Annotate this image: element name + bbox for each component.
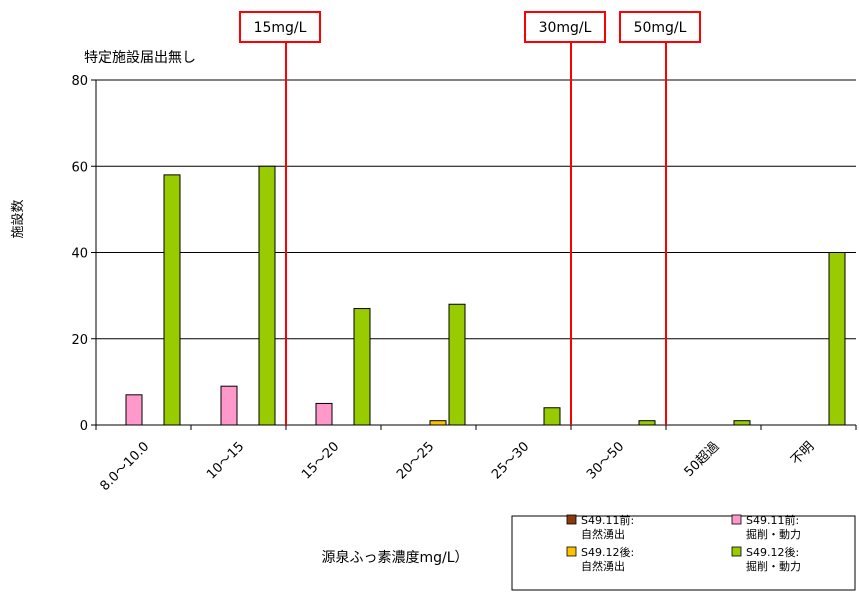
- y-axis-label: 施設数: [10, 199, 26, 238]
- reference-lines: 15mg/L 30mg/L 50mg/L: [239, 11, 701, 425]
- x-tick-label: 30～50: [584, 439, 627, 482]
- reference-label: 15mg/L: [254, 20, 307, 36]
- legend-swatch: [566, 546, 577, 557]
- bar: [258, 165, 276, 426]
- y-tick-label: 20: [71, 333, 88, 348]
- bar: [315, 402, 333, 426]
- x-tick-labels: 8.0～10.0 10～15 15～20 20～25 25～30 30～50 50超過 不明: [97, 439, 817, 494]
- x-tick-label: 20～25: [394, 439, 437, 482]
- legend-label-line1: S49.12後:: [581, 545, 634, 559]
- bar: [125, 394, 143, 426]
- legend-swatch: [566, 514, 577, 525]
- legend-label-line2: 自然湧出: [581, 527, 625, 541]
- x-tick-label: 25～30: [489, 439, 532, 482]
- legend-item: S49.12後:掘削・動力: [731, 545, 801, 573]
- bar: [448, 303, 466, 426]
- annotation-text: 特定施設届出無し: [84, 50, 196, 66]
- y-tick-label: 80: [71, 74, 88, 89]
- legend-item: S49.12後:自然湧出: [566, 545, 634, 573]
- x-axis-label: 源泉ふっ素濃度mg/L）: [321, 549, 468, 566]
- bar: [220, 385, 238, 426]
- bar: [828, 252, 846, 426]
- legend-label-line2: 自然湧出: [581, 559, 625, 573]
- reference-label: 50mg/L: [634, 20, 687, 36]
- bar: [733, 420, 751, 426]
- legend: S49.11前:自然湧出S49.11前:掘削・動力S49.12後:自然湧出S49…: [511, 513, 856, 591]
- bar: [429, 420, 447, 426]
- x-tick-label: 8.0～10.0: [97, 439, 152, 494]
- legend-label-line1: S49.11前:: [581, 513, 634, 527]
- reference-label-box: [524, 11, 606, 43]
- bar: [163, 174, 181, 426]
- bars: [125, 165, 846, 426]
- bar: [543, 407, 561, 426]
- legend-items: S49.11前:自然湧出S49.11前:掘削・動力S49.12後:自然湧出S49…: [566, 513, 801, 573]
- bar: [353, 308, 371, 426]
- reference-label-box: [619, 11, 701, 43]
- x-tick-label: 15～20: [299, 439, 342, 482]
- reference-line: 30mg/L: [524, 11, 606, 425]
- reference-label: 30mg/L: [539, 20, 592, 36]
- legend-label-line2: 掘削・動力: [746, 559, 801, 573]
- legend-box: [511, 515, 856, 591]
- x-tick-label: 不明: [788, 439, 817, 468]
- legend-item: S49.11前:掘削・動力: [731, 513, 801, 541]
- reference-label-box: [239, 11, 321, 43]
- reference-line: 50mg/L: [619, 11, 701, 425]
- legend-swatch: [731, 546, 742, 557]
- y-tick-label: 60: [71, 160, 88, 175]
- legend-label-line1: S49.11前:: [746, 513, 799, 527]
- reference-line: 15mg/L: [239, 11, 321, 425]
- legend-label-line1: S49.12後:: [746, 545, 799, 559]
- y-tick-label: 40: [71, 247, 88, 262]
- y-tick-label: 0: [80, 419, 88, 434]
- y-tick-labels: 0 20 40 60 80: [71, 74, 88, 434]
- x-tick-label: 10～15: [204, 439, 247, 482]
- gridlines: [91, 79, 857, 430]
- x-tick-label: 50超過: [682, 439, 723, 480]
- bar: [638, 420, 656, 426]
- legend-item: S49.11前:自然湧出: [566, 513, 634, 541]
- legend-label-line2: 掘削・動力: [746, 527, 801, 541]
- legend-swatch: [731, 514, 742, 525]
